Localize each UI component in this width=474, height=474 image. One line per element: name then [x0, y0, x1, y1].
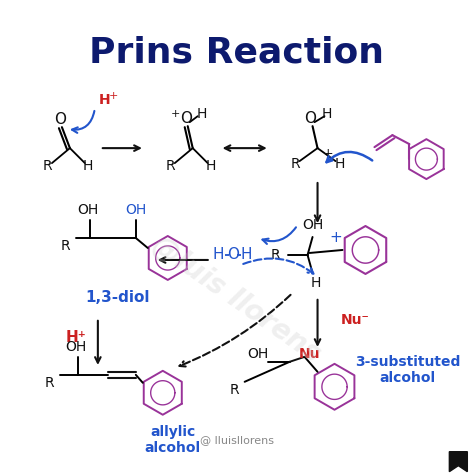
Text: OH: OH	[247, 347, 268, 361]
Text: @ lluisllorens: @ lluisllorens	[200, 435, 273, 445]
Text: R: R	[271, 248, 281, 262]
Text: R: R	[166, 159, 175, 173]
Text: Nu: Nu	[299, 347, 320, 361]
Text: H: H	[310, 276, 321, 290]
Text: H: H	[206, 159, 216, 173]
Text: H: H	[334, 157, 345, 171]
Text: H: H	[321, 107, 332, 121]
Text: H: H	[99, 93, 110, 107]
Text: +: +	[171, 109, 181, 119]
Text: O: O	[227, 247, 239, 263]
Text: O: O	[180, 110, 191, 126]
Text: H: H	[241, 247, 252, 263]
Text: Nu⁻: Nu⁻	[341, 313, 370, 327]
Text: R: R	[43, 159, 53, 173]
Text: OH: OH	[125, 203, 146, 217]
Text: OH: OH	[302, 218, 323, 232]
Text: 3-substituted
alcohol: 3-substituted alcohol	[355, 355, 460, 385]
Text: O: O	[54, 112, 66, 127]
Text: H: H	[213, 247, 224, 263]
Text: @luis llorens: @luis llorens	[147, 231, 327, 369]
Text: OH: OH	[77, 203, 99, 217]
Text: +: +	[322, 146, 333, 160]
Text: 1,3-diol: 1,3-diol	[86, 291, 150, 305]
Text: H⁺: H⁺	[65, 330, 86, 346]
Text: +: +	[109, 91, 118, 101]
Text: R: R	[230, 383, 239, 397]
Text: Prins Reaction: Prins Reaction	[89, 35, 384, 69]
Text: R: R	[61, 239, 71, 253]
Text: +: +	[329, 229, 342, 245]
Polygon shape	[449, 452, 467, 472]
Text: OH: OH	[65, 340, 87, 354]
Text: H: H	[82, 159, 93, 173]
Text: allylic
alcohol: allylic alcohol	[145, 425, 201, 455]
Text: R: R	[45, 376, 55, 390]
Text: H: H	[197, 107, 207, 121]
Text: R: R	[291, 157, 301, 171]
Text: O: O	[305, 110, 317, 126]
